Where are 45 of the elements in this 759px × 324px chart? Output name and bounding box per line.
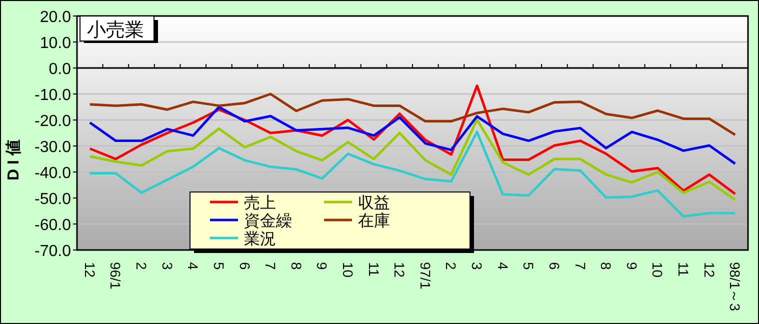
x-tick-label: 6 bbox=[546, 262, 562, 270]
legend-label: 資金繰 bbox=[244, 213, 292, 230]
x-tick-label: 7 bbox=[262, 262, 279, 270]
x-tick-label: 10 bbox=[650, 262, 666, 278]
legend-label: 業況 bbox=[244, 230, 276, 248]
legend-label: 在庫 bbox=[358, 212, 390, 230]
x-tick-label: 2 bbox=[134, 262, 150, 270]
x-tick-label: 11 bbox=[675, 262, 692, 277]
x-tick-label: 5 bbox=[210, 262, 227, 270]
x-tick-label: 4 bbox=[494, 262, 511, 270]
x-tick-label: 6 bbox=[236, 262, 253, 270]
x-tick-label: 2 bbox=[443, 262, 460, 270]
line-series bbox=[88, 106, 736, 165]
x-tick-label: 8 bbox=[598, 262, 614, 270]
y-tick-label: -70.0 bbox=[34, 243, 72, 260]
y-tick-label: 10.0 bbox=[40, 35, 72, 52]
x-tick-label: 96/1 bbox=[108, 262, 124, 290]
x-tick-label: 97/1 bbox=[417, 262, 434, 290]
y-tick-label: -50.0 bbox=[34, 191, 72, 208]
x-tick-label: 9 bbox=[314, 262, 330, 270]
x-tick-label: 10 bbox=[340, 262, 356, 278]
x-tick-label: 9 bbox=[624, 262, 640, 270]
y-tick-label: -40.0 bbox=[34, 165, 72, 182]
x-tick-label: 8 bbox=[288, 262, 304, 270]
legend-label: 収益 bbox=[358, 194, 390, 212]
x-tick-label: 3 bbox=[159, 262, 176, 270]
x-tick-label: 3 bbox=[469, 262, 486, 270]
y-tick-label: 20.0 bbox=[40, 9, 72, 26]
x-tick-label: 12 bbox=[701, 262, 718, 278]
x-tick-label: 12 bbox=[82, 262, 98, 278]
x-tick-label: 4 bbox=[185, 262, 202, 270]
x-tick-label: 98/1～3 bbox=[727, 262, 744, 312]
y-axis-title: D I 値 bbox=[4, 140, 22, 180]
line-series bbox=[88, 92, 736, 136]
x-tick-label: 12 bbox=[392, 262, 408, 278]
x-tick-label: 5 bbox=[520, 262, 537, 270]
x-tick-label: 11 bbox=[366, 262, 382, 277]
y-tick-label: -20.0 bbox=[34, 113, 72, 130]
chart-title: 小売業 bbox=[87, 20, 144, 41]
y-tick-label: -60.0 bbox=[34, 217, 72, 234]
legend-label: 売上 bbox=[244, 194, 276, 212]
y-tick-label: -10.0 bbox=[34, 87, 72, 104]
y-tick-label: 0.0 bbox=[48, 61, 72, 78]
y-tick-label: -30.0 bbox=[34, 139, 72, 156]
x-tick-label: 7 bbox=[572, 262, 588, 270]
